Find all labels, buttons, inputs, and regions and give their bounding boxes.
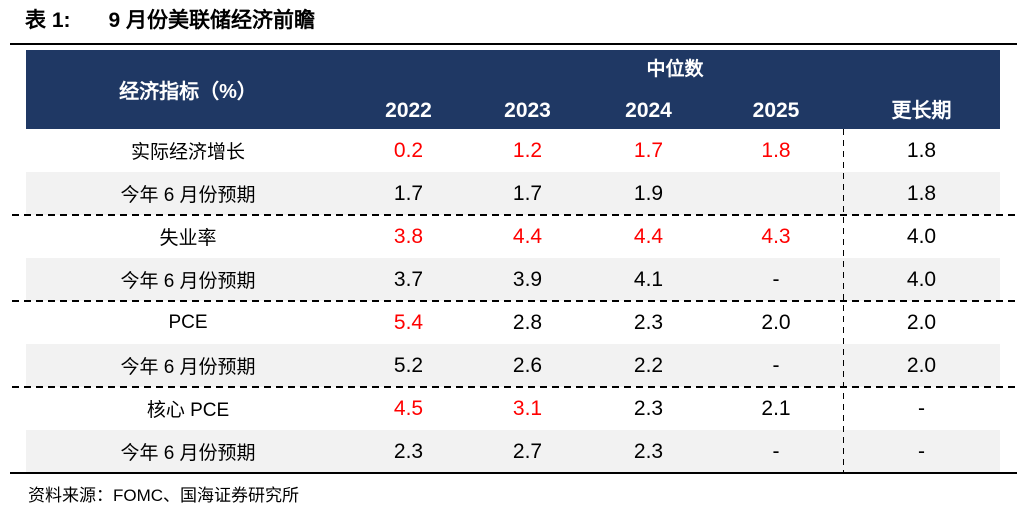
value-cell: 0.2 bbox=[393, 138, 424, 162]
value-cell bbox=[709, 172, 843, 215]
header-year-2023: 2023 bbox=[504, 99, 551, 122]
value-cell: 4.0 bbox=[906, 267, 937, 291]
table-body: 实际经济增长 0.2 1.2 1.7 1.8 1.8 今年 6 月份预期 1.7 1.7 1.9 1… bbox=[26, 129, 1000, 473]
value-cell: 2.3 bbox=[633, 310, 664, 334]
group-divider-dashed-2 bbox=[12, 300, 1017, 302]
group-divider-dashed-1 bbox=[12, 214, 1017, 216]
row-label: 今年 6 月份预期 bbox=[120, 185, 256, 206]
header-value-group: 中位数 2022 2023 2024 2025 更长期 bbox=[350, 50, 1000, 129]
header-year-2022: 2022 bbox=[385, 99, 432, 122]
value-cell: 3.8 bbox=[393, 224, 424, 248]
table-row: PCE 5.4 2.8 2.3 2.0 2.0 bbox=[26, 301, 1000, 344]
fed-projection-table: 经济指标（%） 中位数 2022 2023 2024 2025 更长期 实际经济增长 0.… bbox=[26, 50, 1000, 473]
value-cell: 2.1 bbox=[761, 396, 791, 420]
value-cell: 1.8 bbox=[906, 181, 937, 205]
value-cell: 1.7 bbox=[393, 181, 424, 205]
row-label: 今年 6 月份预期 bbox=[120, 357, 256, 378]
table-title-text: 9 月份美联储经济前瞻 bbox=[108, 9, 316, 32]
row-label: 实际经济增长 bbox=[130, 142, 245, 163]
value-cell: 4.5 bbox=[393, 396, 424, 420]
header-indicator-label: 经济指标（%） bbox=[119, 81, 257, 103]
row-label: PCE bbox=[168, 311, 208, 333]
row-label: 今年 6 月份预期 bbox=[120, 271, 256, 292]
value-cell: 4.0 bbox=[906, 224, 937, 248]
value-cell: 2.0 bbox=[906, 310, 937, 334]
value-cell: 2.7 bbox=[512, 439, 543, 463]
value-cell: 3.1 bbox=[512, 396, 543, 420]
group-divider-dashed-3 bbox=[12, 386, 1017, 388]
table-row: 今年 6 月份预期 1.7 1.7 1.9 1.8 bbox=[26, 172, 1000, 215]
value-cell: 2.0 bbox=[761, 310, 791, 334]
value-cell: 4.4 bbox=[633, 224, 664, 248]
value-cell: 2.3 bbox=[633, 439, 664, 463]
row-label: 核心 PCE bbox=[146, 400, 230, 421]
value-cell: 2.0 bbox=[906, 353, 937, 377]
source-note: 资料来源：FOMC、国海证券研究所 bbox=[28, 486, 300, 505]
header-year-row: 2022 2023 2024 2025 更长期 bbox=[350, 94, 1000, 129]
table-row: 今年 6 月份预期 3.7 3.9 4.1 - 4.0 bbox=[26, 258, 1000, 301]
value-cell: 4.4 bbox=[512, 224, 543, 248]
value-cell: - bbox=[772, 353, 780, 377]
table-bottom-line bbox=[10, 472, 1017, 474]
value-cell: 1.7 bbox=[633, 138, 664, 162]
value-cell: 5.2 bbox=[393, 353, 424, 377]
value-cell: 2.3 bbox=[633, 396, 664, 420]
header-longer-run-label: 更长期 bbox=[891, 100, 952, 122]
row-label: 今年 6 月份预期 bbox=[120, 443, 256, 464]
value-cell: - bbox=[772, 267, 780, 291]
value-cell: 4.3 bbox=[761, 224, 791, 248]
value-cell: 1.9 bbox=[633, 181, 664, 205]
value-cell: - bbox=[918, 439, 925, 463]
header-year-2024: 2024 bbox=[625, 99, 672, 122]
value-cell: 2.6 bbox=[512, 353, 543, 377]
row-label: 失业率 bbox=[159, 228, 217, 249]
header-median-label: 中位数 bbox=[646, 59, 704, 80]
title-divider-line bbox=[10, 43, 1017, 45]
table-row: 今年 6 月份预期 5.2 2.6 2.2 - 2.0 bbox=[26, 344, 1000, 387]
longer-run-column-divider bbox=[843, 129, 844, 473]
value-cell: 1.2 bbox=[512, 138, 543, 162]
value-cell: 2.2 bbox=[633, 353, 664, 377]
table-title: 表 1: 9 月份美联储经济前瞻 bbox=[25, 6, 315, 36]
table-number-label: 表 1: bbox=[25, 9, 71, 32]
value-cell: 2.8 bbox=[512, 310, 543, 334]
table-row: 失业率 3.8 4.4 4.4 4.3 4.0 bbox=[26, 215, 1000, 258]
value-cell: - bbox=[772, 439, 780, 463]
table-row: 今年 6 月份预期 2.3 2.7 2.3 - - bbox=[26, 430, 1000, 473]
value-cell: 1.8 bbox=[761, 138, 791, 162]
value-cell: 5.4 bbox=[393, 310, 424, 334]
value-cell: 2.3 bbox=[393, 439, 424, 463]
value-cell: - bbox=[918, 396, 925, 420]
table-row: 核心 PCE 4.5 3.1 2.3 2.1 - bbox=[26, 387, 1000, 430]
value-cell: 1.7 bbox=[512, 181, 543, 205]
header-year-2025: 2025 bbox=[752, 99, 800, 122]
table-row: 实际经济增长 0.2 1.2 1.7 1.8 1.8 bbox=[26, 129, 1000, 172]
value-cell: 4.1 bbox=[633, 267, 664, 291]
value-cell: 3.9 bbox=[512, 267, 543, 291]
table-header: 经济指标（%） 中位数 2022 2023 2024 2025 更长期 bbox=[26, 50, 1000, 129]
value-cell: 3.7 bbox=[393, 267, 424, 291]
value-cell: 1.8 bbox=[906, 138, 937, 162]
